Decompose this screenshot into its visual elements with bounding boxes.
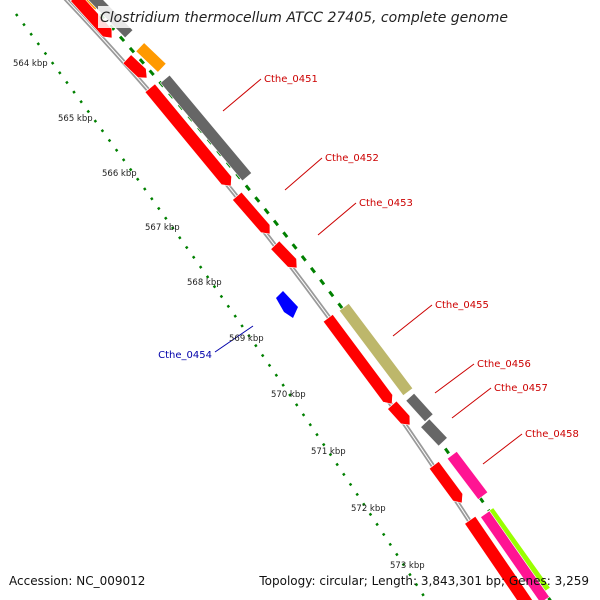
gene-label[interactable]: Cthe_0451 <box>264 74 318 85</box>
leader-line <box>451 387 492 419</box>
gene-label[interactable]: Cthe_0452 <box>325 153 379 164</box>
title-backdrop <box>98 6 502 28</box>
kbp-label: 569 kbp <box>229 334 264 344</box>
pink-feature <box>446 450 489 501</box>
forward-cds <box>387 400 411 426</box>
reverse-cds <box>276 291 298 318</box>
gray-feature <box>420 418 448 447</box>
gene-label[interactable]: Cthe_0454 <box>158 350 212 361</box>
kbp-label: 564 kbp <box>13 59 48 69</box>
kbp-label: 568 kbp <box>187 278 222 288</box>
leader-line <box>214 325 254 353</box>
forward-cds <box>464 515 533 600</box>
forward-cds <box>322 313 393 405</box>
feature-track <box>70 0 551 600</box>
kbp-label: 567 kbp <box>145 223 180 233</box>
kbp-label: 572 kbp <box>351 504 386 514</box>
forward-cds <box>70 0 113 39</box>
gene-label[interactable]: Cthe_0456 <box>477 359 531 370</box>
gray-feature <box>159 74 253 182</box>
kbp-axis: 564 kbp 565 kbp 566 kbp 567 kbp 568 kbp … <box>13 59 425 571</box>
kbp-label: 570 kbp <box>271 390 306 400</box>
forward-cds <box>122 54 148 79</box>
leader-line <box>434 363 475 394</box>
leader-line <box>222 78 262 112</box>
gc-track-inner <box>14 13 428 600</box>
label-leaders: Cthe_0451 Cthe_0452 Cthe_0453 Cthe_0454 Cthe… <box>158 74 579 465</box>
forward-cds <box>144 83 232 187</box>
kbp-label: 571 kbp <box>311 447 346 457</box>
gene-label[interactable]: Cthe_0453 <box>359 198 413 209</box>
forward-cds <box>428 460 464 504</box>
accession-label: Accession: NC_009012 <box>9 574 146 588</box>
kbp-label: 565 kbp <box>58 114 93 124</box>
forward-cds <box>232 191 271 235</box>
kbp-label: 566 kbp <box>102 169 137 179</box>
leader-line <box>392 304 433 337</box>
pink-feature <box>480 510 550 600</box>
gene-label[interactable]: Cthe_0457 <box>494 383 548 394</box>
leader-line <box>482 433 523 465</box>
olive-feature <box>338 302 414 397</box>
orange-feature <box>135 42 167 73</box>
gray-feature <box>405 392 434 423</box>
map-title: Clostridium thermocellum ATCC 27405, com… <box>100 10 508 26</box>
leader-line <box>284 157 323 191</box>
leader-line <box>317 202 357 236</box>
kbp-label: 573 kbp <box>390 561 425 571</box>
gene-label[interactable]: Cthe_0455 <box>435 300 489 311</box>
forward-cds <box>270 240 298 269</box>
genome-info-label: Topology: circular; Length: 3,843,301 bp… <box>259 574 589 588</box>
gene-label[interactable]: Cthe_0458 <box>525 429 579 440</box>
